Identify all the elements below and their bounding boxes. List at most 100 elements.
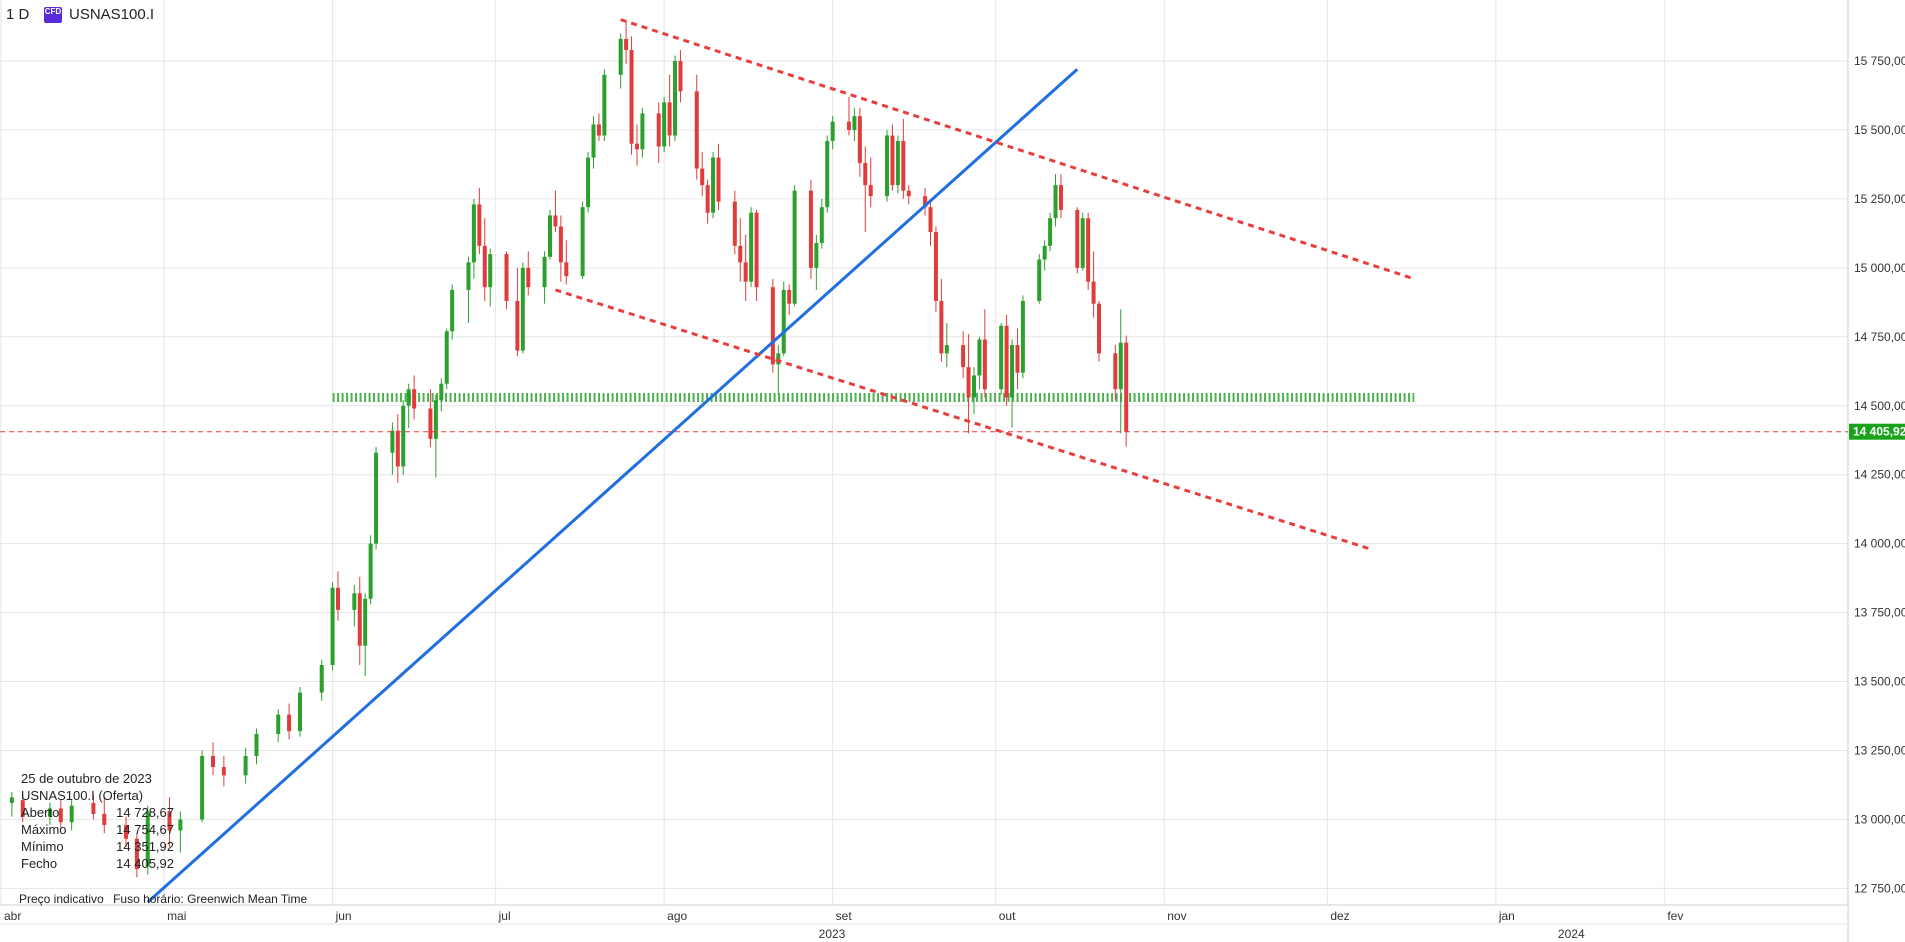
price-axis[interactable]: 12 750,00 13 000,00 13 250,00 13 500,00 13 7… [1849, 54, 1905, 895]
candle [776, 345, 781, 395]
candle [406, 383, 411, 428]
trend-drawings [0, 18, 1848, 904]
candle [901, 118, 906, 199]
candle [667, 74, 672, 147]
candle-body [287, 714, 292, 732]
candle-body [368, 543, 373, 599]
month-tick-label: mai [167, 909, 186, 923]
candle [254, 728, 259, 765]
candle-body [336, 587, 341, 610]
candle-body [433, 400, 438, 439]
candle [656, 102, 661, 164]
candle-body [852, 116, 857, 130]
candle-body [1058, 185, 1063, 210]
candle [700, 152, 705, 197]
price-tick-label: 15 000,00 [1854, 261, 1905, 275]
candle-body [466, 262, 471, 290]
candle [738, 218, 743, 282]
candle [515, 267, 520, 357]
candle-body [787, 289, 792, 304]
month-tick-label: nov [1167, 909, 1186, 923]
candle-body [923, 196, 928, 208]
candle [711, 152, 716, 219]
candle-body [374, 452, 379, 544]
price-tick-label: 13 750,00 [1854, 606, 1905, 620]
candle-body [933, 231, 938, 301]
candle [678, 49, 683, 103]
candle-body [629, 49, 634, 144]
interval-selector[interactable]: 1 D [6, 6, 30, 23]
candle-body [591, 124, 596, 158]
candle-body [124, 824, 129, 839]
candle [999, 323, 1004, 395]
candle [885, 129, 890, 202]
month-tick-label: jun [335, 909, 352, 923]
candle [548, 209, 553, 260]
candle [857, 107, 862, 177]
candle-body [781, 289, 786, 354]
candle-body [1020, 300, 1025, 373]
time-axis[interactable]: abr mai jun jul ago set out nov dez jan fev 2023 202… [4, 909, 1683, 941]
candle [504, 251, 509, 310]
symbol-name[interactable]: USNAS100.I [69, 6, 155, 23]
high-value: 14 754,67 [116, 822, 174, 837]
indicative-price-note: Preço indicativo [19, 892, 104, 906]
candle [488, 248, 493, 307]
price-tick-label: 14 500,00 [1854, 399, 1905, 413]
candle-body [1118, 342, 1123, 390]
candle-body [754, 212, 759, 288]
candle [754, 209, 759, 301]
candle [830, 116, 835, 150]
candle-body [412, 389, 417, 409]
candle-body [542, 256, 547, 288]
candle-body [243, 756, 248, 776]
candle [580, 201, 585, 279]
candle [1080, 212, 1085, 271]
price-tick-label: 14 250,00 [1854, 468, 1905, 482]
candle [433, 394, 438, 478]
candle-body [694, 91, 699, 169]
candle [428, 389, 433, 448]
candle-body [352, 593, 357, 610]
candle [558, 215, 563, 282]
candle [705, 179, 710, 224]
month-tick-label: abr [4, 909, 21, 923]
candle-body [450, 289, 455, 332]
candle [1015, 328, 1020, 390]
candle [743, 234, 748, 301]
candle-body [515, 300, 520, 351]
candle [819, 198, 824, 249]
last-price-tag [1849, 423, 1905, 440]
candle-body [863, 163, 868, 186]
candle [895, 135, 900, 194]
candle-body [297, 692, 302, 732]
candle-body [857, 116, 862, 164]
candle-body [1091, 281, 1096, 304]
timezone-note: Fuso horário: Greenwich Mean Time [113, 892, 308, 906]
candle-body [885, 135, 890, 197]
candle-body [520, 267, 525, 351]
candle-body [738, 245, 743, 263]
candle [336, 571, 341, 621]
candle-body [895, 140, 900, 186]
candle-body [819, 207, 824, 244]
candle-body [488, 254, 493, 288]
candle-body [1048, 218, 1053, 246]
candle [982, 309, 987, 398]
candle-body [634, 143, 639, 150]
price-tick-label: 15 250,00 [1854, 192, 1905, 206]
candle-body [1075, 209, 1080, 268]
candle-body [1010, 345, 1015, 398]
candle-body [406, 389, 411, 406]
candle-body [999, 325, 1004, 390]
candle-body [1097, 303, 1102, 354]
candle-body [200, 756, 205, 820]
candle-body [901, 140, 906, 191]
candle-body [662, 102, 667, 147]
candle-body [966, 367, 971, 398]
candle [618, 33, 623, 89]
candle [352, 585, 357, 627]
candle [330, 582, 335, 671]
candle [1048, 212, 1053, 252]
